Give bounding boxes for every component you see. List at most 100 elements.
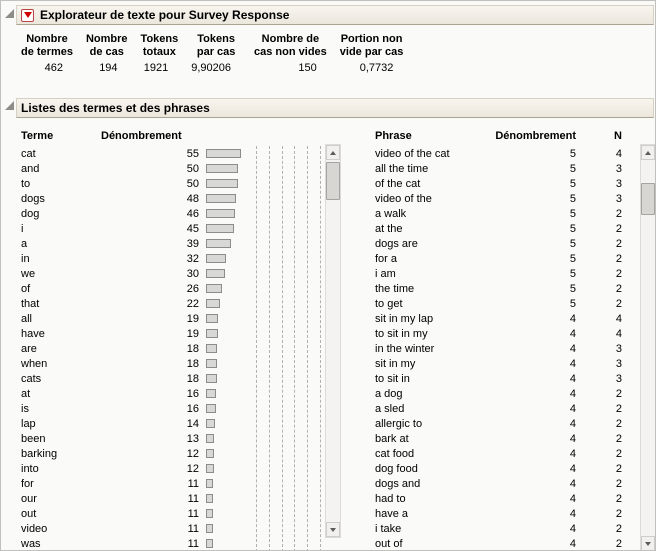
phrase-row[interactable]: dogs are 5 2 [375, 236, 625, 251]
phrase-row[interactable]: out of 4 2 [375, 536, 625, 550]
phrase-label: out of [375, 537, 403, 550]
red-triangle-menu-button[interactable] [21, 8, 34, 22]
term-count-bar [206, 539, 213, 548]
phrase-n-count: 2 [615, 417, 622, 430]
term-row[interactable]: lap 14 [21, 416, 323, 431]
phrase-row[interactable]: to sit in my 4 4 [375, 326, 625, 341]
term-row[interactable]: video 11 [21, 521, 323, 536]
phrase-row[interactable]: the time 5 2 [375, 281, 625, 296]
phrase-row[interactable]: sit in my 4 3 [375, 356, 625, 371]
term-row[interactable]: barking 12 [21, 446, 323, 461]
summary-column-value: 9,90206 [191, 62, 232, 74]
scroll-up-button[interactable] [326, 145, 340, 160]
term-row[interactable]: was 11 [21, 536, 323, 550]
term-bar-cell [206, 313, 323, 324]
term-row[interactable]: of 26 [21, 281, 323, 296]
term-row[interactable]: dog 46 [21, 206, 323, 221]
phrase-row[interactable]: sit in my lap 4 4 [375, 311, 625, 326]
term-count-bar [206, 224, 234, 233]
phrase-row[interactable]: a walk 5 2 [375, 206, 625, 221]
phrase-row[interactable]: all the time 5 3 [375, 161, 625, 176]
term-row[interactable]: all 19 [21, 311, 323, 326]
phrase-row[interactable]: had to 4 2 [375, 491, 625, 506]
scroll-down-button[interactable] [641, 536, 655, 550]
phrase-row[interactable]: i take 4 2 [375, 521, 625, 536]
summary-column-value: 194 [99, 62, 118, 74]
phrase-row[interactable]: of the cat 5 3 [375, 176, 625, 191]
term-rows-container: cat 55 and 50 to 50 dogs 48 dog 46 i 45 a 39 in 32 we 30 o… [21, 146, 323, 550]
phrase-count: 5 [569, 222, 576, 235]
term-row[interactable]: are 18 [21, 341, 323, 356]
summary-column-label: Nombre de cas [85, 33, 128, 58]
disclosure-triangle-lists[interactable] [5, 101, 14, 110]
phrase-n-count: 4 [615, 327, 622, 340]
main-outline-header[interactable]: Explorateur de texte pour Survey Respons… [16, 5, 654, 25]
term-row[interactable]: is 16 [21, 401, 323, 416]
scroll-up-button[interactable] [641, 145, 655, 160]
term-list-scrollbar[interactable] [325, 144, 341, 538]
phrase-row[interactable]: video of the 5 3 [375, 191, 625, 206]
phrase-row[interactable]: i am 5 2 [375, 266, 625, 281]
term-row[interactable]: have 19 [21, 326, 323, 341]
phrase-label: dog food [375, 462, 418, 475]
phrase-row[interactable]: at the 5 2 [375, 221, 625, 236]
phrase-label: a sled [375, 402, 405, 415]
term-count-bar [206, 209, 235, 218]
term-row[interactable]: when 18 [21, 356, 323, 371]
phrase-count: 4 [569, 312, 576, 325]
term-row[interactable]: cat 55 [21, 146, 323, 161]
phrase-row[interactable]: for a 5 2 [375, 251, 625, 266]
term-row[interactable]: we 30 [21, 266, 323, 281]
term-row[interactable]: at 16 [21, 386, 323, 401]
scrollbar-thumb[interactable] [641, 183, 655, 215]
phrase-count: 4 [569, 507, 576, 520]
term-row[interactable]: for 11 [21, 476, 323, 491]
term-row[interactable]: out 11 [21, 506, 323, 521]
disclosure-triangle-main[interactable] [5, 9, 14, 18]
term-row[interactable]: dogs 48 [21, 191, 323, 206]
term-row[interactable]: in 32 [21, 251, 323, 266]
term-row[interactable]: that 22 [21, 296, 323, 311]
phrase-row[interactable]: bark at 4 2 [375, 431, 625, 446]
phrase-row[interactable]: allergic to 4 2 [375, 416, 625, 431]
scrollbar-thumb[interactable] [326, 162, 340, 200]
phrase-row[interactable]: a dog 4 2 [375, 386, 625, 401]
phrase-row[interactable]: a sled 4 2 [375, 401, 625, 416]
phrase-label: sit in my [375, 357, 416, 370]
term-bar-cell [206, 328, 323, 339]
phrase-row[interactable]: cat food 4 2 [375, 446, 625, 461]
phrase-count: 4 [569, 522, 576, 535]
phrase-label: i am [375, 267, 396, 280]
phrase-row[interactable]: dog food 4 2 [375, 461, 625, 476]
summary-column: Tokens par cas 9,90206 [191, 33, 241, 74]
phrase-label: video of the [375, 192, 432, 205]
term-count: 18 [186, 372, 199, 385]
term-row[interactable]: a 39 [21, 236, 323, 251]
term-bar-cell [206, 403, 323, 414]
lists-outline-header[interactable]: Listes des termes et des phrases [16, 98, 654, 118]
phrase-row[interactable]: dogs and 4 2 [375, 476, 625, 491]
phrase-n-count: 3 [615, 177, 622, 190]
term-count: 11 [187, 507, 199, 520]
phrase-row[interactable]: video of the cat 5 4 [375, 146, 625, 161]
term-row[interactable]: and 50 [21, 161, 323, 176]
phrase-list-scrollbar[interactable] [640, 144, 655, 550]
term-row[interactable]: our 11 [21, 491, 323, 506]
scroll-down-button[interactable] [326, 522, 340, 537]
phrase-row[interactable]: to sit in 4 3 [375, 371, 625, 386]
term-row[interactable]: i 45 [21, 221, 323, 236]
term-count-bar [206, 329, 218, 338]
term-row[interactable]: been 13 [21, 431, 323, 446]
term-bar-cell [206, 238, 323, 249]
phrase-row[interactable]: in the winter 4 3 [375, 341, 625, 356]
phrase-n-count: 3 [615, 342, 622, 355]
phrase-row[interactable]: have a 4 2 [375, 506, 625, 521]
term-row[interactable]: into 12 [21, 461, 323, 476]
term-count: 14 [186, 417, 199, 430]
term-row[interactable]: cats 18 [21, 371, 323, 386]
term-count-bar [206, 194, 236, 203]
term-count: 55 [186, 147, 199, 160]
term-row[interactable]: to 50 [21, 176, 323, 191]
phrase-row[interactable]: to get 5 2 [375, 296, 625, 311]
